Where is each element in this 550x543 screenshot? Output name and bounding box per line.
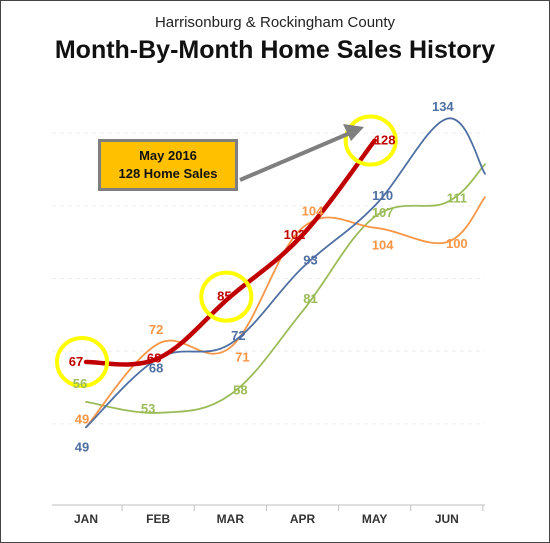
data-label-3-jan: 56: [73, 376, 87, 391]
data-label-2-jun: 100: [446, 236, 468, 251]
data-label-3-may: 107: [372, 205, 394, 220]
data-label-1-apr: 93: [303, 253, 317, 268]
x-tick-label-feb: FEB: [146, 512, 170, 526]
callout-line-2: 128 Home Sales: [118, 166, 218, 181]
callout-box: May 2016 128 Home Sales: [98, 139, 238, 191]
chart-subtitle: Harrisonburg & Rockingham County: [154, 14, 396, 31]
data-label-3-mar: 58: [233, 383, 247, 398]
highlight-circle-jan: [55, 335, 109, 388]
data-label-3-feb: 53: [141, 401, 155, 416]
highlight-circle-may: [343, 114, 398, 167]
data-label-1-feb: 68: [149, 360, 163, 375]
data-label-2-feb: 72: [149, 322, 163, 337]
data-label-2-may: 104: [372, 238, 394, 253]
callout-line-1: May 2016: [139, 148, 197, 163]
x-tick-label-jun: JUN: [435, 512, 459, 526]
data-label-3-apr: 81: [303, 291, 317, 306]
data-label-2-apr: 104: [302, 204, 324, 219]
data-label-0-feb: 68: [147, 350, 161, 365]
data-label-1-may: 110: [372, 188, 393, 203]
x-tick-label-jan: JAN: [74, 512, 98, 526]
x-tick-label-mar: MAR: [217, 512, 245, 526]
callout-arrow: [239, 131, 351, 182]
series-line-0: [83, 138, 377, 367]
data-label-1-mar: 72: [231, 328, 245, 343]
x-tick-label-may: MAY: [362, 512, 388, 526]
data-label-0-may: 128: [374, 133, 396, 148]
data-label-2-jan: 49: [75, 411, 89, 426]
data-label-3-jun: 111: [447, 190, 467, 205]
x-tick-label-apr: APR: [290, 512, 316, 526]
callout-arrowhead: [343, 124, 364, 141]
series-line-2: [85, 196, 486, 429]
data-label-0-jan: 67: [69, 354, 83, 369]
data-label-1-jan: 49: [75, 439, 89, 454]
highlight-circle-mar: [199, 270, 254, 323]
series-line-3: [85, 163, 486, 414]
data-label-2-mar: 71: [235, 349, 249, 364]
data-label-0-mar: 85: [217, 289, 231, 304]
chart-title: Month-By-Month Home Sales History: [54, 36, 496, 64]
data-label-1-jun: 134: [432, 99, 454, 114]
data-label-0-apr: 102: [284, 227, 306, 242]
